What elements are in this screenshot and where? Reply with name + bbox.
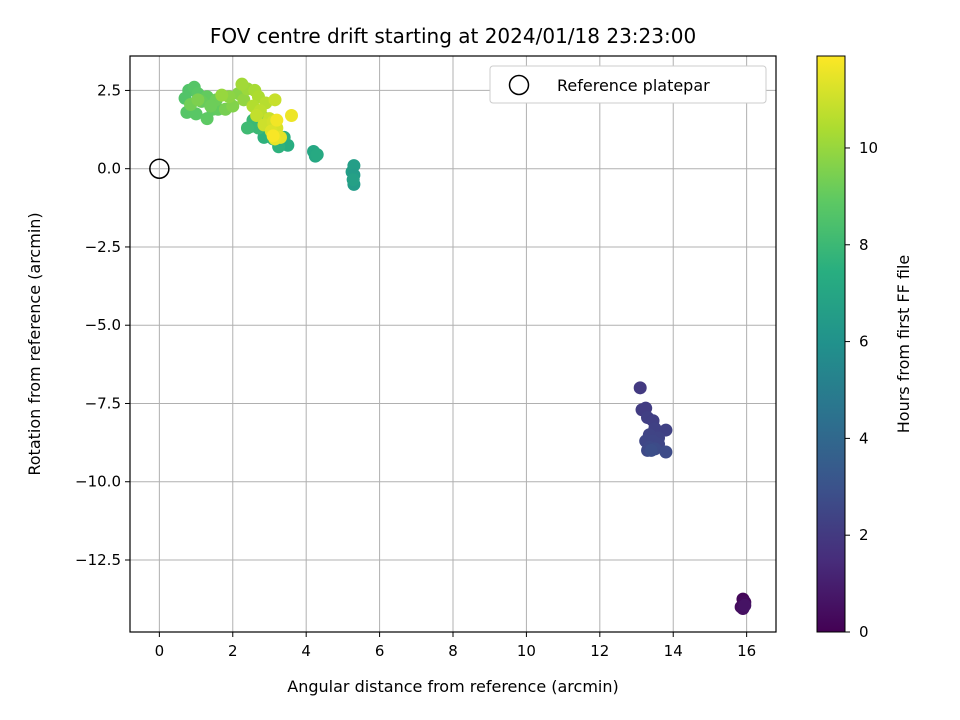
legend: Reference platepar (489, 65, 767, 104)
data-point (237, 93, 251, 107)
data-point (189, 107, 203, 121)
data-point (240, 121, 254, 135)
data-points (178, 77, 752, 616)
y-tick-label: 0.0 (97, 160, 121, 178)
colorbar-tick-label: 2 (859, 526, 869, 544)
x-tick-label: 2 (228, 642, 238, 660)
data-point (191, 93, 205, 107)
data-point (268, 93, 282, 107)
colorbar-tick-label: 8 (859, 236, 869, 254)
x-tick-label: 8 (448, 642, 458, 660)
data-point (250, 108, 264, 122)
colorbar-tick-label: 6 (859, 333, 869, 351)
y-tick-label: −7.5 (85, 394, 121, 412)
colorbar-ticks: 0 2 4 6 8 10 (845, 139, 878, 641)
x-tick-label: 10 (517, 642, 536, 660)
x-axis-label: Angular distance from reference (arcmin) (287, 677, 618, 696)
colorbar-tick-label: 0 (859, 623, 869, 641)
legend-box (489, 65, 767, 104)
y-tick-label: −5.0 (85, 316, 121, 334)
y-axis-ticks: 2.5 0.0 −2.5 −5.0 −7.5 −10.0 −12.5 (75, 81, 130, 569)
x-tick-label: 0 (155, 642, 165, 660)
data-point (633, 381, 647, 395)
data-point (285, 108, 298, 122)
y-axis-label: Rotation from reference (arcmin) (25, 212, 44, 475)
y-tick-label: 2.5 (97, 81, 121, 99)
x-tick-label: 6 (375, 642, 385, 660)
legend-marker (508, 74, 530, 96)
data-point (738, 598, 752, 612)
x-tick-label: 4 (301, 642, 311, 660)
data-point (310, 148, 324, 162)
data-point (644, 443, 658, 457)
data-point (266, 129, 280, 143)
x-tick-label: 14 (664, 642, 683, 660)
data-point (215, 88, 229, 102)
data-point (346, 173, 360, 187)
colorbar-gradient (816, 55, 846, 633)
colorbar: 0 2 4 6 8 10 Hours from first FF file (816, 55, 913, 641)
colorbar-label: Hours from first FF file (894, 255, 913, 434)
legend-entry: Reference platepar (557, 76, 710, 95)
data-point (659, 445, 673, 459)
x-tick-label: 16 (737, 642, 756, 660)
y-tick-label: −12.5 (75, 551, 121, 569)
data-point (270, 113, 284, 127)
x-tick-label: 12 (590, 642, 609, 660)
colorbar-tick-label: 10 (859, 139, 878, 157)
data-point (204, 99, 218, 113)
data-point (235, 77, 249, 91)
data-point (200, 112, 214, 126)
chart-title: FOV centre drift starting at 2024/01/18 … (210, 24, 696, 48)
x-axis-ticks: 0 2 4 6 8 10 12 14 16 (155, 632, 756, 660)
colorbar-tick-label: 4 (859, 429, 869, 447)
grid (130, 56, 776, 632)
y-tick-label: −2.5 (85, 238, 121, 256)
reference-platepar-marker (149, 158, 170, 179)
y-tick-label: −10.0 (75, 473, 121, 491)
